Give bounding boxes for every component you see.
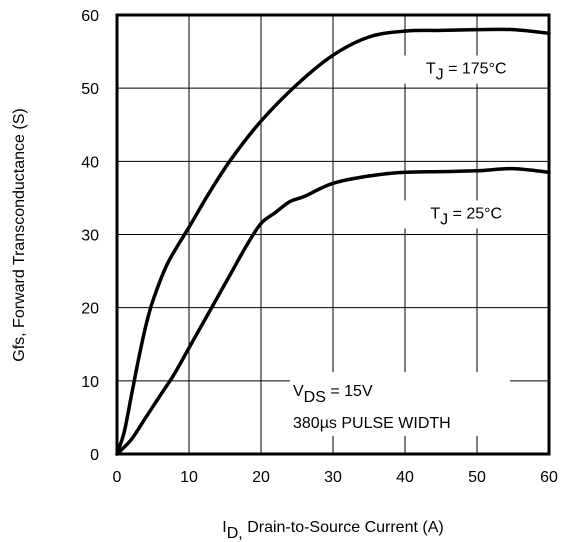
conditions-annotation: VDS = 15V 380µs PULSE WIDTH	[290, 372, 510, 436]
annotation-pulse-width: 380µs PULSE WIDTH	[293, 415, 451, 432]
x-tick-label-0: 0	[113, 469, 122, 486]
y-tick-label-10: 10	[81, 374, 99, 391]
series-labels: TJ = 175°CTJ = 25°C	[404, 56, 528, 229]
x-tick-label-50: 50	[468, 469, 486, 486]
y-axis-title: Gfs, Forward Transconductance (S)	[11, 108, 28, 361]
x-tick-label-10: 10	[180, 469, 198, 486]
x-tick-label-60: 60	[540, 469, 558, 486]
x-tick-label-40: 40	[396, 469, 414, 486]
y-tick-label-40: 40	[81, 154, 99, 171]
y-tick-label-50: 50	[81, 81, 99, 98]
y-tick-label-0: 0	[90, 447, 99, 464]
y-tick-label-30: 30	[81, 228, 99, 245]
x-axis-title: ID, Drain-to-Source Current (A)	[222, 519, 443, 542]
x-tick-label-20: 20	[252, 469, 270, 486]
y-tick-label-60: 60	[81, 8, 99, 25]
x-tick-label-30: 30	[324, 469, 342, 486]
y-tick-label-20: 20	[81, 301, 99, 318]
